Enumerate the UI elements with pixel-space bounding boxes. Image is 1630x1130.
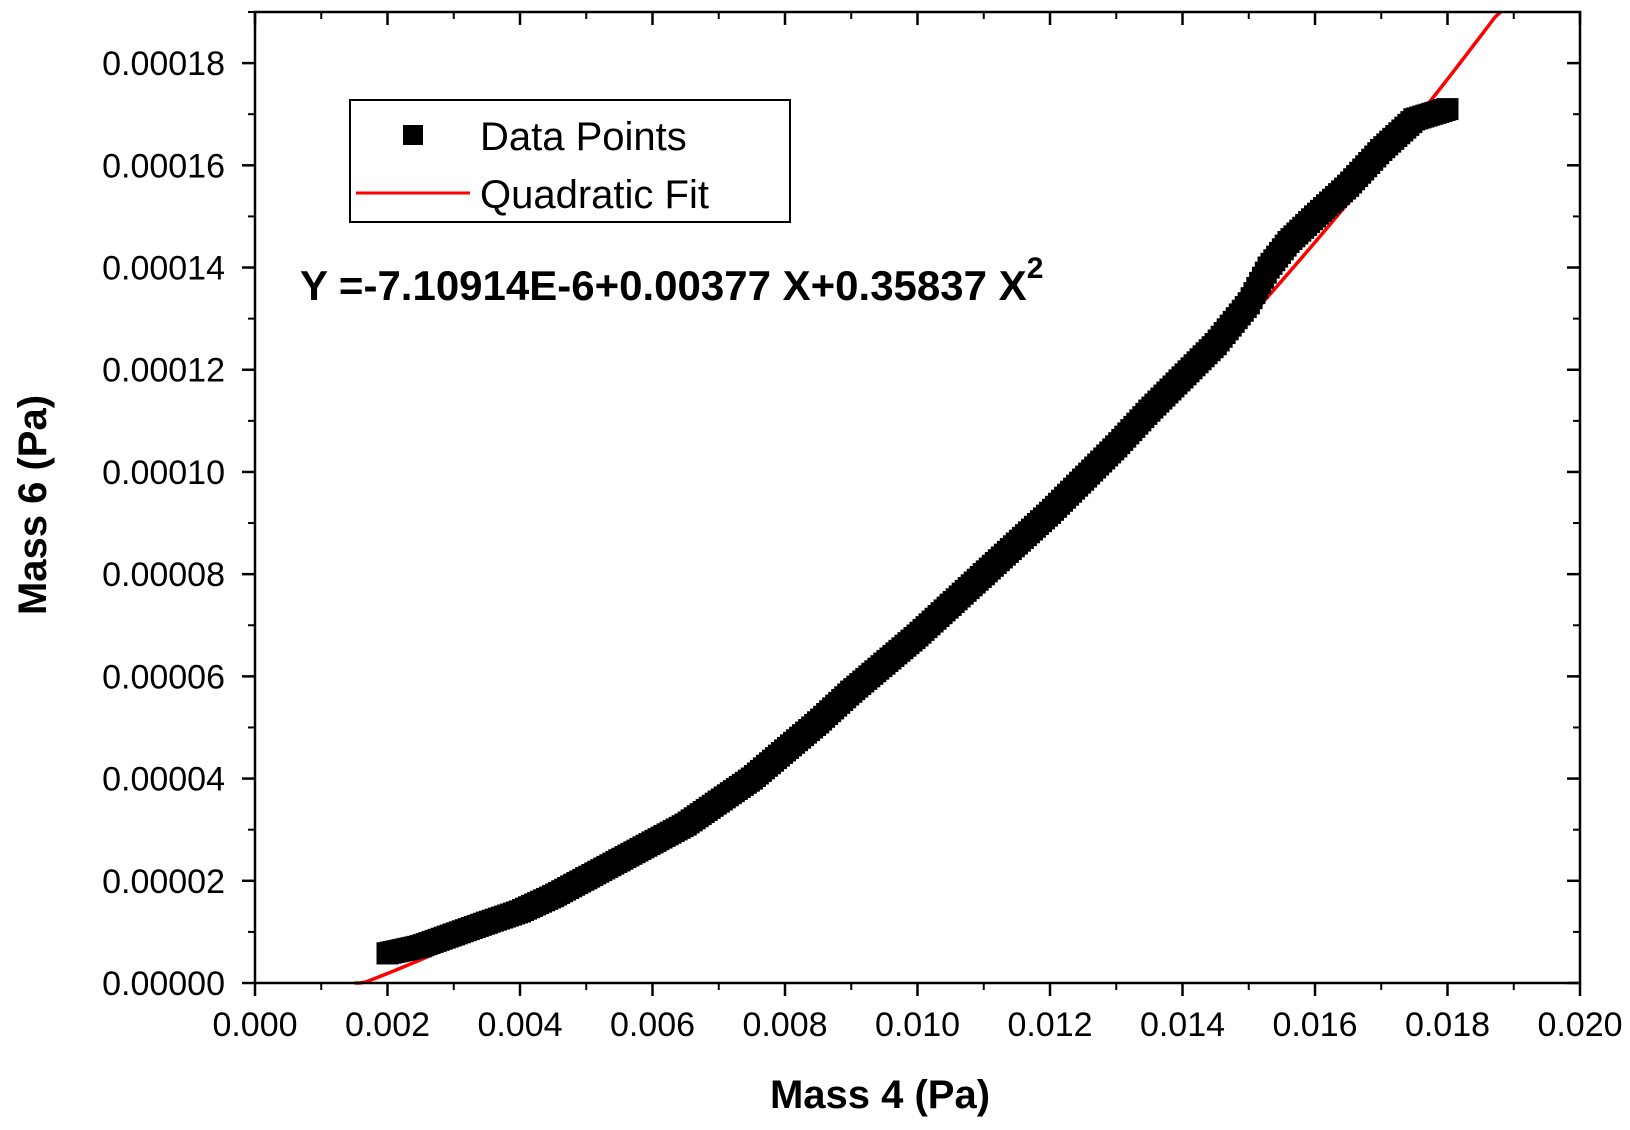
- y-tick-label: 0.00010: [102, 454, 225, 492]
- data-point: [1257, 256, 1280, 279]
- y-tick-label: 0.00008: [102, 556, 225, 594]
- y-tick-label: 0.00018: [102, 45, 225, 83]
- data-point: [707, 790, 730, 813]
- data-point: [1105, 435, 1128, 458]
- y-tick-label: 0.00012: [102, 352, 225, 390]
- data-point: [1237, 292, 1260, 315]
- y-tick-label: 0.00004: [102, 761, 225, 799]
- y-tick-label: 0.00014: [102, 250, 225, 288]
- x-tick-label: 0.008: [742, 1006, 827, 1044]
- y-tick-label: 0.00016: [102, 147, 225, 185]
- data-point: [1337, 174, 1360, 197]
- y-tick-label: 0.00002: [102, 863, 225, 901]
- legend-marker-data-points: [403, 125, 423, 145]
- data-point: [1403, 108, 1426, 131]
- x-tick-label: 0.012: [1007, 1006, 1092, 1044]
- data-point: [475, 911, 498, 934]
- legend-label-quadratic-fit: Quadratic Fit: [480, 173, 709, 217]
- x-tick-label: 0.004: [477, 1006, 562, 1044]
- x-tick-label: 0.020: [1537, 1006, 1622, 1044]
- data-point: [674, 813, 697, 836]
- data-point: [376, 942, 399, 965]
- data-point: [972, 563, 995, 586]
- data-point: [1277, 230, 1300, 253]
- y-axis-title: Mass 6 (Pa): [11, 395, 55, 615]
- data-point: [1204, 333, 1227, 356]
- legend: Data Points Quadratic Fit: [349, 99, 791, 223]
- data-point: [1138, 399, 1161, 422]
- fit-equation-text: Y =-7.10914E-6+0.00377 X+0.35837 X: [300, 262, 1027, 309]
- data-point: [509, 900, 531, 923]
- x-tick-label: 0.010: [875, 1006, 960, 1044]
- plot-frame: [253, 10, 1582, 985]
- x-tick-label: 0.006: [610, 1006, 695, 1044]
- x-tick-labels: 0.000 0.002 0.004 0.006 0.008 0.010 0.012 0.014…: [212, 1006, 1622, 1044]
- data-point: [1436, 98, 1459, 121]
- fit-equation-superscript: 2: [1027, 252, 1044, 285]
- x-tick-label: 0.000: [212, 1006, 297, 1044]
- legend-box: [349, 99, 791, 223]
- data-point: [641, 831, 664, 854]
- x-axis-title: Mass 4 (Pa): [770, 1073, 990, 1117]
- data-point: [1039, 501, 1061, 524]
- x-tick-label: 0.018: [1405, 1006, 1490, 1044]
- data-point: [608, 849, 631, 872]
- fit-equation: Y =-7.10914E-6+0.00377 X+0.35837 X2: [300, 252, 1043, 309]
- data-point: [1005, 532, 1028, 555]
- data-point: [807, 711, 830, 734]
- axis-ticks: [242, 11, 1582, 996]
- data-point: [1072, 468, 1095, 491]
- data-point: [1304, 205, 1326, 228]
- data-point: [409, 935, 432, 958]
- data-point: [906, 624, 929, 647]
- data-point: [740, 767, 763, 790]
- data-point: [939, 593, 962, 616]
- data-point: [1171, 366, 1194, 389]
- x-tick-label: 0.014: [1140, 1006, 1225, 1044]
- y-tick-label: 0.00006: [102, 658, 225, 696]
- y-tick-labels: 0.00000 0.00002 0.00004 0.00006 0.00008 0.000…: [102, 45, 225, 1003]
- data-points-layer: [376, 98, 1459, 965]
- data-point: [840, 680, 863, 703]
- x-tick-label: 0.016: [1272, 1006, 1357, 1044]
- legend-label-data-points: Data Points: [480, 115, 687, 159]
- data-point: [442, 923, 465, 946]
- data-point: [1370, 138, 1393, 161]
- data-point: [873, 652, 896, 675]
- data-point: [774, 739, 796, 762]
- y-tick-label: 0.00000: [102, 965, 225, 1003]
- data-point: [575, 867, 598, 890]
- data-point: [542, 885, 565, 908]
- x-tick-label: 0.002: [345, 1006, 430, 1044]
